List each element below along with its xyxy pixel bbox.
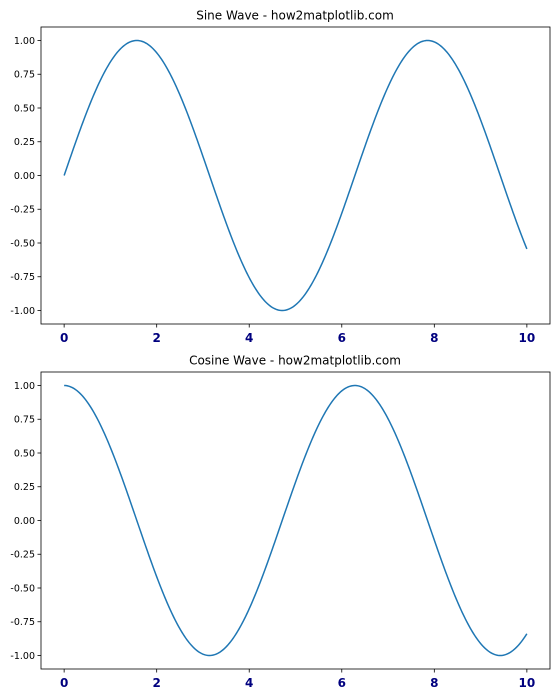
sine-ytick-label: -0.50 [10,238,35,249]
cosine-xtick-label: 2 [153,676,161,690]
cosine-xtick-label: 4 [245,676,253,690]
cosine-chart-title: Cosine Wave - how2matplotlib.com [189,354,401,368]
sine-ytick-label: 0.25 [14,137,35,148]
sine-xtick-label: 10 [519,331,536,345]
sine-chart-title: Sine Wave - how2matplotlib.com [196,9,394,23]
cosine-xtick-label: 6 [338,676,346,690]
cosine-ytick-label: -0.75 [10,617,35,628]
sine-ytick-label: -1.00 [10,306,35,317]
sine-chart: Sine Wave - how2matplotlib.com 1.00 0.75 0… [10,9,551,345]
cosine-xtick-label: 10 [519,676,536,690]
sine-xtick-label: 6 [338,331,346,345]
sine-ytick-label: 1.00 [14,36,35,47]
cosine-ytick-label: -1.00 [10,651,35,662]
sine-ytick-label: -0.75 [10,272,35,283]
cosine-ytick-label: 0.75 [14,415,35,426]
cosine-chart: Cosine Wave - how2matplotlib.com 1.00 0.7… [10,354,551,690]
sine-ytick-label: 0.50 [14,103,35,114]
cosine-ytick-label: -0.25 [10,550,35,561]
sine-xtick-label: 8 [430,331,438,345]
sine-xtick-label: 4 [245,331,253,345]
cosine-ytick-label: -0.50 [10,583,35,594]
cosine-ytick-label: 0.00 [14,516,35,527]
sine-series-line [63,39,528,312]
cosine-series-line [64,384,528,657]
sine-xtick-label: 2 [153,331,161,345]
cosine-axes-frame [40,371,551,670]
cosine-xtick-label: 8 [430,676,438,690]
sine-ytick-label: 0.00 [14,171,35,182]
sine-xtick-label: 0 [60,331,68,345]
sine-ytick-label: 0.75 [14,70,35,81]
cosine-ytick-label: 1.00 [14,381,35,392]
cosine-ytick-label: 0.25 [14,482,35,493]
sine-ytick-label: -0.25 [10,205,35,216]
cosine-xtick-label: 0 [60,676,68,690]
cosine-ytick-label: 0.50 [14,448,35,459]
sine-axes-frame [40,26,551,325]
